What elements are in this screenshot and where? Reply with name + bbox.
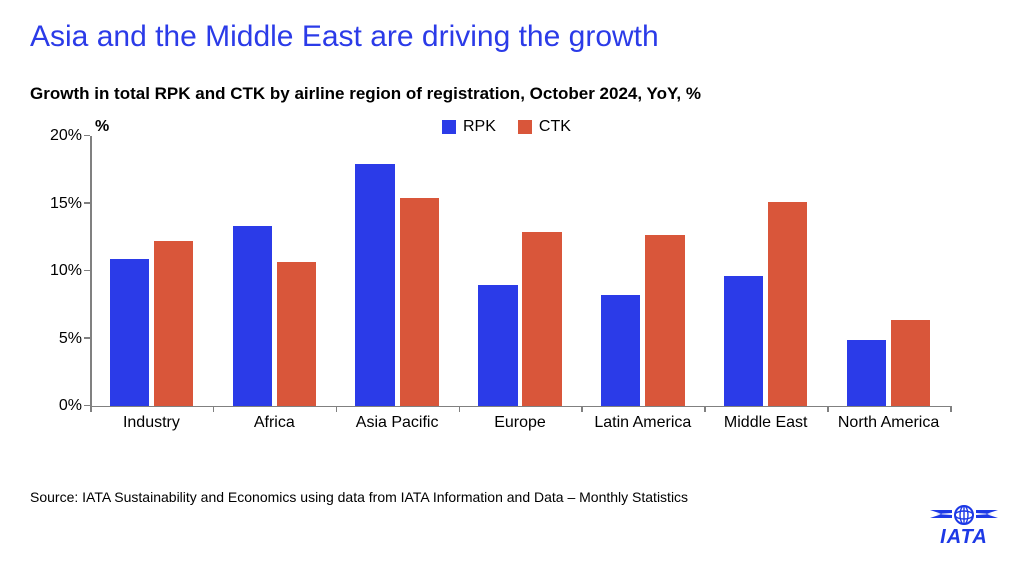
x-tick-label: North America: [838, 414, 939, 432]
x-tick-label: Industry: [123, 414, 180, 432]
chart-plot-area: 0%5%10%15%20%IndustryAfricaAsia PacificE…: [90, 136, 950, 407]
x-tick-mark: [950, 406, 952, 412]
y-tick-label: 5%: [59, 330, 82, 348]
bar: [400, 198, 439, 406]
x-tick-mark: [336, 406, 338, 412]
legend-item: CTK: [518, 118, 571, 136]
bar: [154, 241, 193, 406]
x-tick-mark: [581, 406, 583, 412]
legend-swatch-ctk: [518, 120, 532, 134]
y-tick-label: 20%: [50, 127, 82, 145]
x-tick-label: Latin America: [594, 414, 691, 432]
y-axis-line: [90, 136, 92, 406]
x-tick-label: Middle East: [724, 414, 808, 432]
legend-swatch-rpk: [442, 120, 456, 134]
legend-label: CTK: [539, 118, 571, 136]
y-tick-mark: [84, 270, 90, 272]
bar: [724, 276, 763, 406]
bar: [847, 340, 886, 406]
bar: [891, 320, 930, 406]
bar: [110, 259, 149, 406]
chart-container: % RPK CTK 0%5%10%15%20%IndustryAfricaAsi…: [30, 118, 970, 448]
y-tick-mark: [84, 202, 90, 204]
y-tick-mark: [84, 337, 90, 339]
bar: [277, 262, 316, 406]
page-title: Asia and the Middle East are driving the…: [30, 20, 994, 54]
bar: [601, 295, 640, 406]
x-tick-mark: [827, 406, 829, 412]
bar: [233, 226, 272, 406]
bar: [522, 232, 561, 406]
x-tick-mark: [704, 406, 706, 412]
chart-subtitle: Growth in total RPK and CTK by airline r…: [30, 84, 994, 104]
chart-legend: RPK CTK: [442, 118, 571, 136]
y-tick-label: 0%: [59, 397, 82, 415]
x-tick-label: Asia Pacific: [356, 414, 439, 432]
bar: [478, 285, 517, 407]
source-text: Source: IATA Sustainability and Economic…: [30, 489, 688, 505]
y-tick-mark: [84, 135, 90, 137]
bar: [355, 164, 394, 406]
bar: [645, 235, 684, 406]
x-tick-label: Africa: [254, 414, 295, 432]
x-tick-mark: [213, 406, 215, 412]
y-tick-label: 10%: [50, 262, 82, 280]
iata-logo: IATA: [928, 500, 1000, 549]
y-axis-unit: %: [95, 118, 109, 136]
x-tick-mark: [459, 406, 461, 412]
legend-label: RPK: [463, 118, 496, 136]
iata-logo-text: IATA: [940, 526, 988, 549]
y-tick-label: 15%: [50, 195, 82, 213]
x-tick-mark: [90, 406, 92, 412]
bar: [768, 202, 807, 406]
legend-item: RPK: [442, 118, 496, 136]
x-tick-label: Europe: [494, 414, 546, 432]
